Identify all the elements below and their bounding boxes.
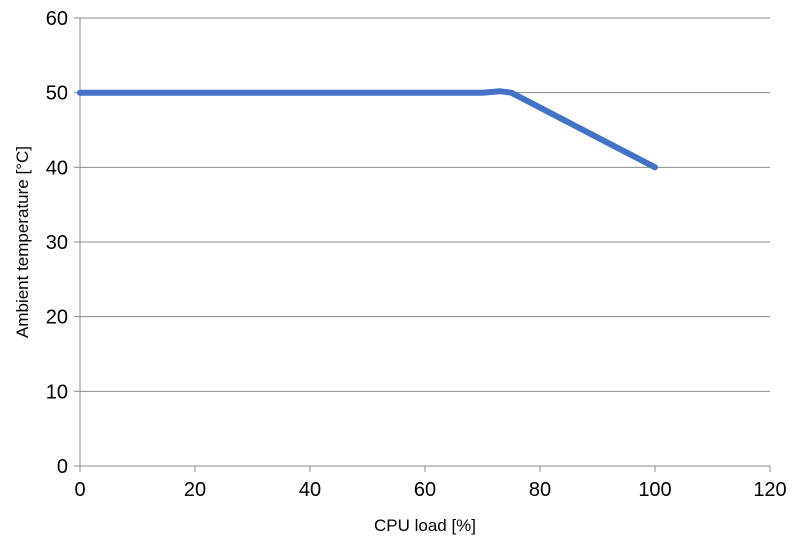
x-tick-label-5: 100 <box>638 479 671 501</box>
axes <box>74 17 771 472</box>
y-tick-label-1: 10 <box>46 381 68 403</box>
y-tick-label-4: 40 <box>46 157 68 179</box>
series-line-0 <box>77 88 658 171</box>
y-tick-label-6: 60 <box>46 8 68 30</box>
x-tick-label-2: 40 <box>299 479 321 501</box>
x-tick-label-4: 80 <box>529 479 551 501</box>
x-tick-label-0: 0 <box>74 479 85 501</box>
y-tick-label-2: 20 <box>46 307 68 329</box>
x-tick-label-1: 20 <box>184 479 206 501</box>
series-layer <box>77 88 658 171</box>
x-tick-label-3: 60 <box>414 479 436 501</box>
tick-labels: 0 10 20 30 40 50 60 0 20 40 60 80 100 120 <box>46 8 787 501</box>
y-axis-title: Ambient temperature [°C] <box>13 146 32 338</box>
y-tick-label-0: 0 <box>57 456 68 478</box>
x-tick-label-6: 120 <box>753 479 786 501</box>
y-tick-label-3: 30 <box>46 232 68 254</box>
gridlines <box>80 17 770 392</box>
x-axis-title: CPU load [%] <box>374 516 476 535</box>
y-tick-label-5: 50 <box>46 83 68 105</box>
